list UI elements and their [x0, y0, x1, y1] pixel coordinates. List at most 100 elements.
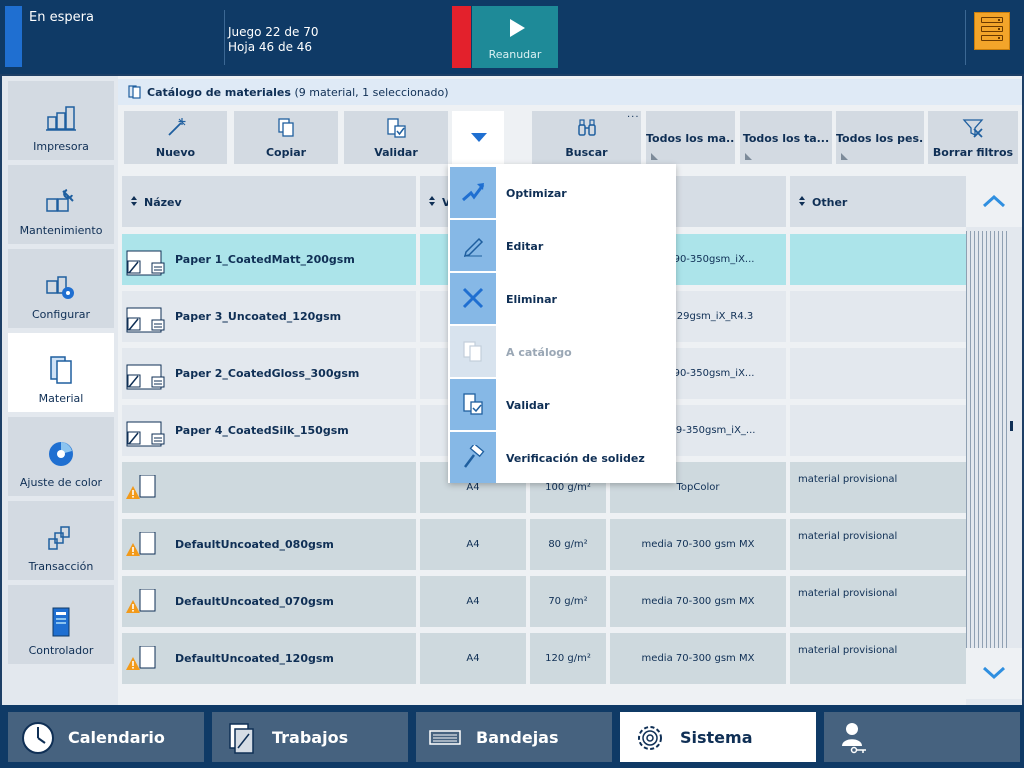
scroll-up-button[interactable] [966, 176, 1022, 227]
menu-item-delete[interactable]: Eliminar [448, 272, 676, 325]
catalog-title: Catálogo de materiales [147, 86, 291, 99]
filter-label: Todos los pes... [836, 132, 924, 145]
clear-filters-label: Borrar filtros [932, 146, 1014, 159]
cell-name: DefaultUncoated_080gsm [122, 519, 416, 570]
server-button[interactable] [974, 12, 1010, 50]
paper-sheet-icon [126, 250, 165, 276]
filter-label: Todos los ta... [742, 132, 830, 145]
nav-user-login[interactable] [824, 712, 1020, 762]
scrollbar-track[interactable] [966, 231, 1008, 651]
status-indicator [5, 6, 22, 67]
sidebar-item-maintenance[interactable]: Mantenimiento [8, 165, 114, 244]
more-actions-dropdown[interactable] [452, 111, 504, 164]
cell-other: material provisional [790, 462, 980, 513]
table-row[interactable]: DefaultUncoated_120gsm A4 120 g/m² media 70… [122, 633, 980, 684]
cell-value: material provisional [798, 531, 898, 542]
paper-sheet-icon [139, 589, 156, 612]
scroll-down-button[interactable] [966, 648, 1022, 699]
chevron-up-icon [982, 194, 1006, 208]
paper-sheet-icon [126, 421, 165, 447]
material-name: DefaultUncoated_070gsm [175, 595, 334, 608]
scrollbar-thumb[interactable] [1010, 421, 1013, 431]
cell-name: DefaultUncoated_070gsm [122, 576, 416, 627]
resume-button[interactable]: Reanudar [472, 6, 558, 68]
gear-icon [638, 726, 662, 750]
material-icon [50, 356, 72, 384]
cell-profile: media 70-300 gsm MX [610, 633, 786, 684]
nav-system[interactable]: Sistema [620, 712, 816, 762]
menu-item-validate[interactable]: Validar [448, 378, 676, 431]
sidebar-item-label: Configurar [31, 308, 91, 321]
sidebar-item-material[interactable]: Material [8, 333, 114, 412]
sidebar-item-printer[interactable]: Impresora [8, 81, 114, 160]
copy-button[interactable]: Copiar [234, 111, 338, 164]
menu-item-robustness-check[interactable]: Verificación de solidez [448, 431, 676, 484]
divider [965, 10, 966, 65]
warning-icon [126, 543, 140, 556]
nav-calendar[interactable]: Calendario [8, 712, 204, 762]
search-button[interactable]: Buscar [532, 111, 641, 164]
menu-item-edit[interactable]: Editar [448, 219, 676, 272]
validate-button[interactable]: Validar [344, 111, 448, 164]
nav-label: Calendario [68, 728, 165, 747]
job-set-line: Juego 22 de 70 [228, 25, 319, 39]
cell-size: A4 [420, 519, 526, 570]
sidebar-item-label: Mantenimiento [19, 224, 103, 237]
sidebar-item-controller[interactable]: Controlador [8, 585, 114, 664]
sidebar-item-label: Impresora [33, 140, 89, 153]
menu-icon-tile [450, 273, 496, 324]
menu-item-optimize[interactable]: Optimizar [448, 166, 676, 219]
column-header-name[interactable]: Název [122, 176, 416, 227]
configure-icon [46, 276, 74, 299]
menu-icon-tile [450, 326, 496, 377]
material-name: DefaultUncoated_080gsm [175, 538, 334, 551]
copy-label: Copiar [265, 146, 307, 159]
cell-other [790, 348, 980, 399]
clear-filters-button[interactable]: Borrar filtros [928, 111, 1018, 164]
filter-all-sizes[interactable]: Todos los ta... [740, 111, 832, 164]
table-row[interactable]: A4 100 g/m² TopColor material provisional [122, 462, 980, 513]
cell-value: A4 [466, 596, 480, 607]
breadcrumb: Catálogo de materiales (9 material, 1 se… [118, 79, 1022, 105]
sidebar-item-color-adjust[interactable]: Ajuste de color [8, 417, 114, 496]
menu-icon-tile [450, 432, 496, 483]
paper-sheet-icon [139, 532, 156, 555]
menu-item-label: Verificación de solidez [506, 452, 645, 465]
nav-jobs[interactable]: Trabajos [212, 712, 408, 762]
table-row[interactable]: DefaultUncoated_070gsm A4 70 g/m² media 70-… [122, 576, 980, 627]
cell-value: media 70-300 gsm MX [641, 596, 755, 607]
sidebar-item-transaction[interactable]: Transacción [8, 501, 114, 580]
filter-all-weights[interactable]: Todos los pes... [836, 111, 924, 164]
filter-label: Todos los ma... [646, 132, 735, 145]
printer-state: En espera [29, 10, 94, 25]
menu-item-label: A catálogo [506, 346, 572, 359]
material-catalog-panel: Catálogo de materiales (9 material, 1 se… [118, 76, 1022, 705]
more-options-icon[interactable]: ... [627, 109, 640, 120]
column-header-other[interactable]: Other [790, 176, 966, 227]
table-row[interactable]: DefaultUncoated_080gsm A4 80 g/m² media 70-… [122, 519, 980, 570]
paper-sheet-icon [126, 307, 165, 333]
cell-value: A4 [466, 653, 480, 664]
sidebar-item-configure[interactable]: Configurar [8, 249, 114, 328]
new-button[interactable]: Nuevo [124, 111, 227, 164]
menu-icon-tile [450, 220, 496, 271]
controller-icon [52, 607, 70, 637]
user-key-icon [842, 723, 866, 754]
paper-sheet-icon [139, 475, 156, 498]
scroll-area [966, 176, 1022, 705]
validate-icon [463, 393, 483, 415]
cell-value: A4 [466, 539, 480, 550]
edit-icon [463, 237, 484, 257]
material-name: Paper 4_CoatedSilk_150gsm [175, 424, 349, 437]
robustness-check-icon [464, 445, 485, 468]
filter-all-materials[interactable]: Todos los ma... [646, 111, 735, 164]
stop-button[interactable] [452, 6, 471, 68]
menu-item-to-catalog: A catálogo [448, 325, 676, 378]
cell-other: material provisional [790, 576, 980, 627]
validate-label: Validar [374, 146, 418, 159]
warning-icon [126, 657, 140, 670]
play-icon [510, 19, 525, 37]
trays-icon [429, 730, 461, 745]
cell-value: 120 g/m² [545, 653, 591, 664]
nav-trays[interactable]: Bandejas [416, 712, 612, 762]
